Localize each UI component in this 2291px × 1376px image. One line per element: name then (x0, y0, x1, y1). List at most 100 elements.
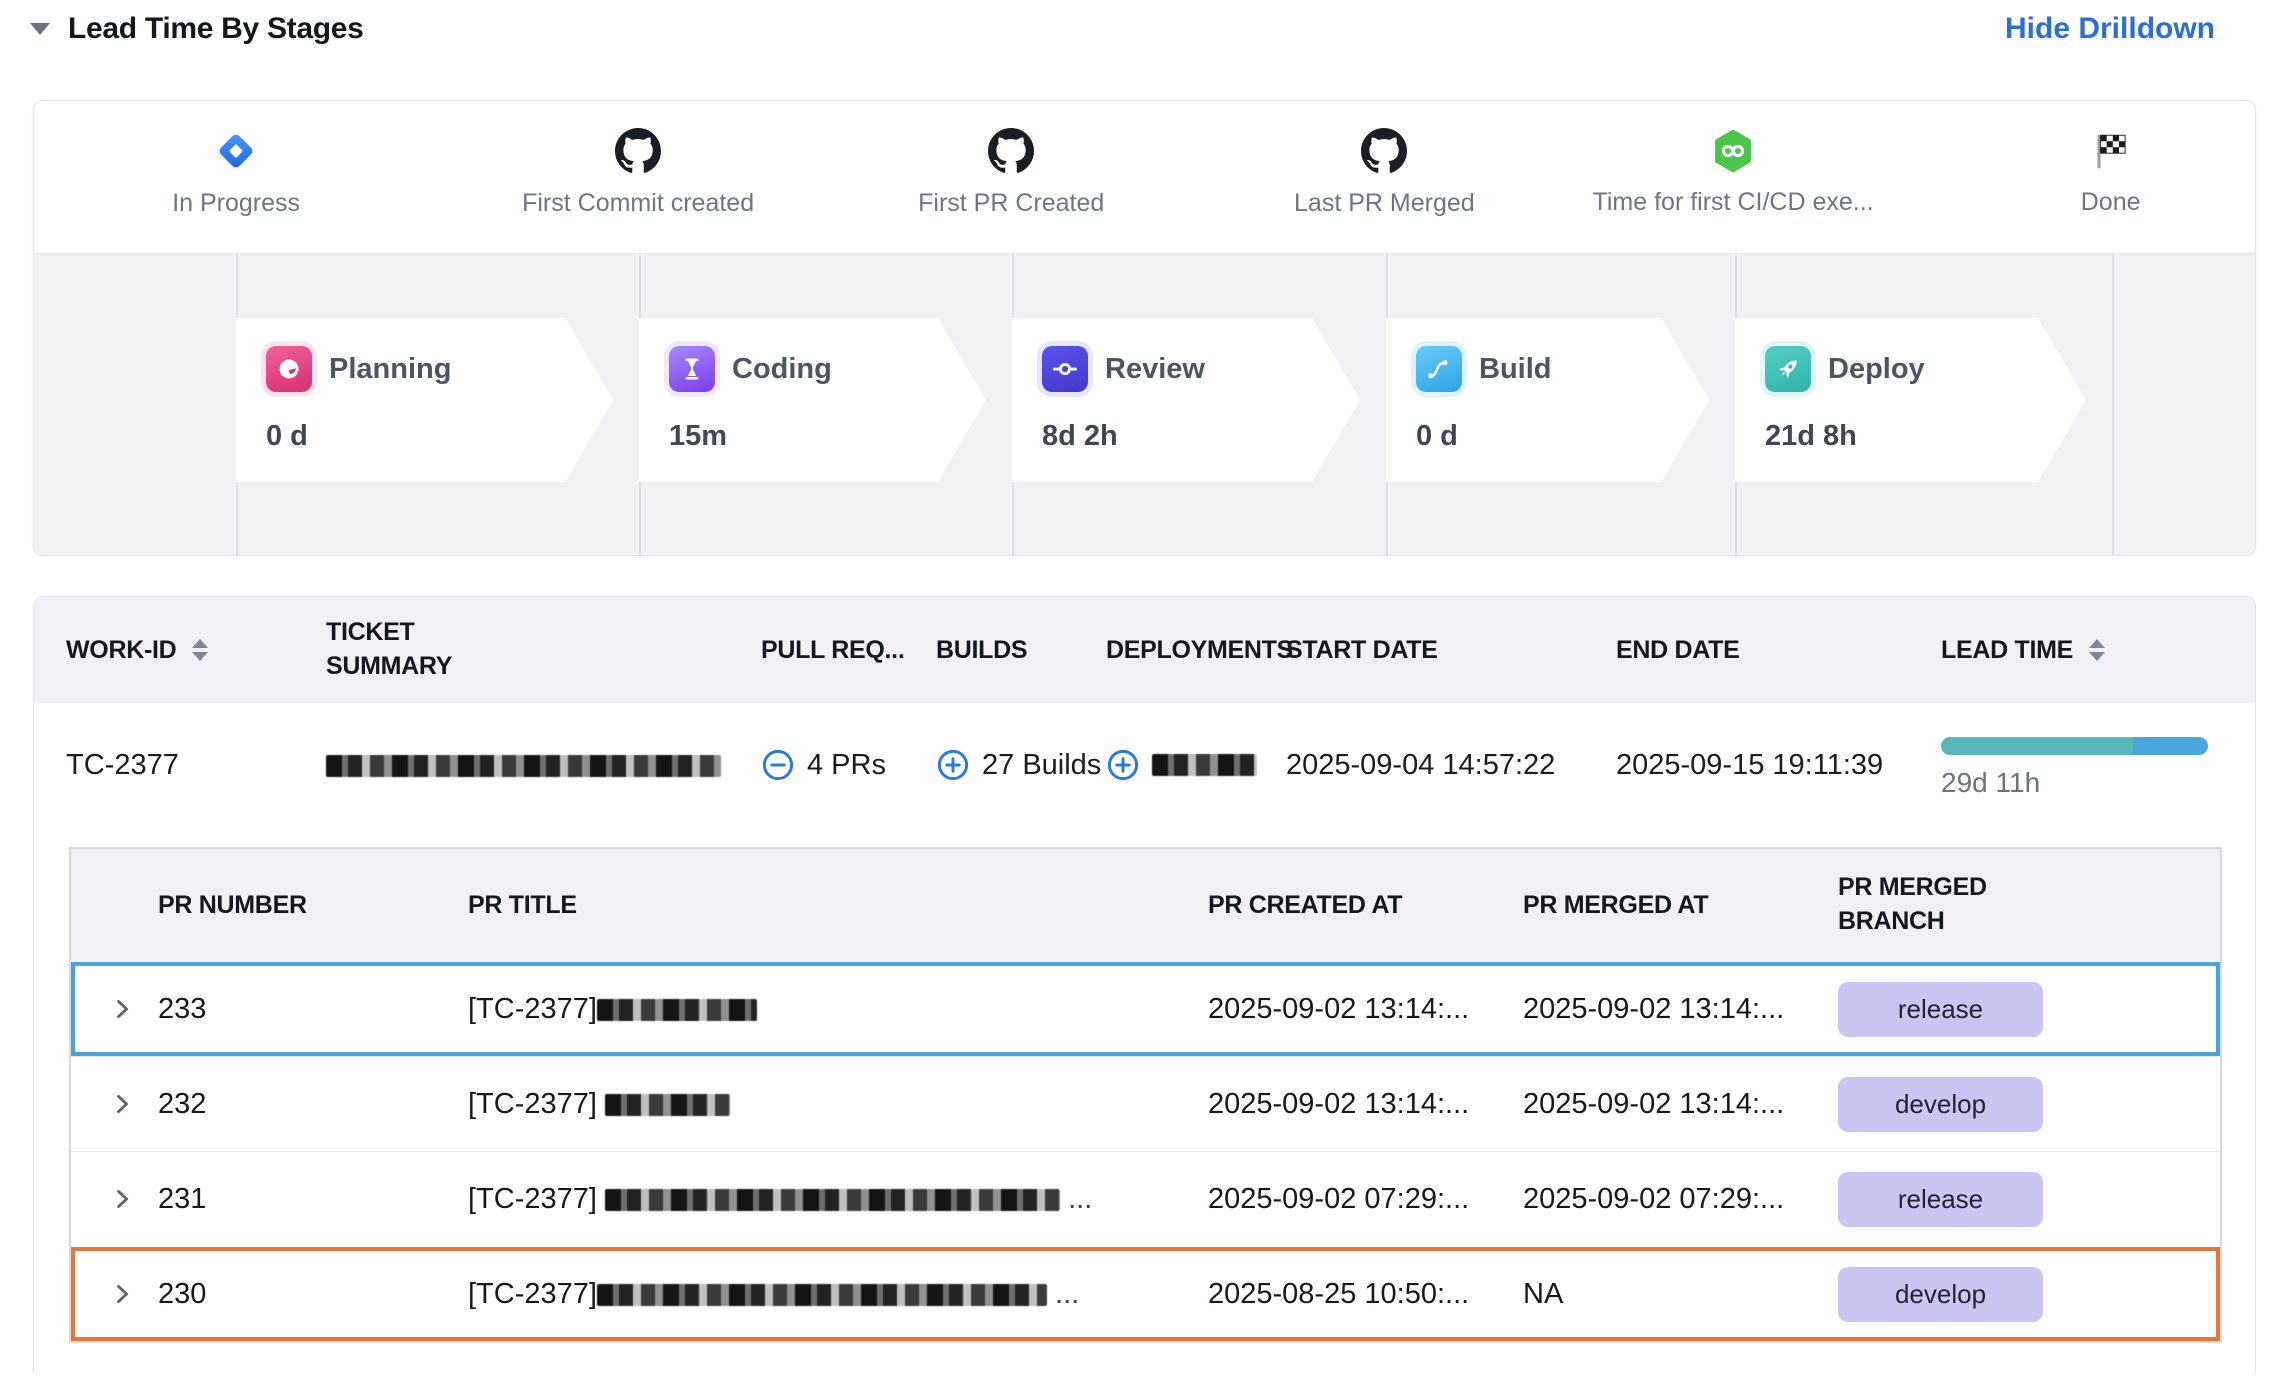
github-icon (988, 125, 1035, 177)
pr-merged-at: 2025-09-02 13:14:... (1523, 1087, 1785, 1120)
milestone-label: Last PR Merged (1294, 189, 1475, 217)
milestone-row: In Progress First Commit created First P… (34, 101, 2255, 253)
column-label: PR MERGED AT (1523, 890, 1709, 919)
column-lead-time: LEAD TIME (1941, 636, 2223, 665)
lead-time-bar (1941, 737, 2208, 755)
pr-created-at: 2025-08-25 10:50:... (1208, 1277, 1470, 1310)
end-date-value: 2025-09-15 19:11:39 (1616, 748, 1884, 781)
planning-icon (266, 346, 312, 392)
cicd-infinity-icon (1711, 125, 1755, 177)
milestone-in-progress: In Progress (56, 125, 416, 218)
milestone-label: Done (2080, 188, 2141, 216)
sort-work-id-button[interactable] (192, 639, 209, 661)
pr-title: [TC-2377] (468, 993, 1208, 1026)
chevron-right-icon[interactable] (108, 1185, 158, 1213)
stage-duration: 15m (669, 420, 728, 452)
expand-builds-icon[interactable] (936, 748, 970, 782)
pr-number: 231 (158, 1182, 207, 1215)
pr-created-at: 2025-09-02 13:14:... (1208, 992, 1470, 1025)
pr-created-at: 2025-09-02 07:29:... (1208, 1182, 1470, 1215)
stage-name: Build (1479, 352, 1552, 385)
work-table-header: WORK-ID TICKET SUMMARY PULL REQ... BUILD… (34, 597, 2255, 703)
column-pr-merged-at: PR MERGED AT (1523, 891, 1838, 920)
pr-title-prefix: [TC-2377] (468, 1087, 597, 1120)
pr-row-232[interactable]: 232 [TC-2377] 2025-09-02 13:14:... 2025-… (71, 1056, 2220, 1151)
column-pull-requests: PULL REQ... (761, 636, 936, 665)
milestone-label: Time for first CI/CD exe... (1592, 188, 1874, 216)
pr-branch-cell: release (1838, 981, 2220, 1037)
stage-planning: Planning 0 d (236, 318, 613, 482)
pr-row-231[interactable]: 231 [TC-2377] ... 2025-09-02 07:29:... 2… (71, 1151, 2220, 1246)
lead-time-value: 29d 11h (1941, 767, 2041, 798)
pr-number: 232 (158, 1087, 207, 1120)
pr-branch-cell: release (1838, 1171, 2220, 1227)
milestone-label: In Progress (172, 189, 301, 217)
pr-row-230[interactable]: 230 [TC-2377] ... 2025-08-25 10:50:... N… (71, 1246, 2220, 1341)
stage-name: Coding (732, 352, 832, 385)
chevron-right-icon[interactable] (108, 1280, 158, 1308)
collapse-prs-icon[interactable] (761, 748, 795, 782)
column-label: START DATE (1286, 635, 1438, 664)
pr-count: 4 PRs (807, 748, 886, 781)
chevron-right-icon[interactable] (108, 1090, 158, 1118)
column-work-id: WORK-ID (66, 636, 326, 665)
stage-coding: Coding 15m (639, 318, 986, 482)
milestone-first-pr: First PR Created (831, 125, 1191, 218)
chevron-right-icon[interactable] (108, 995, 158, 1023)
pr-merged-at: NA (1523, 1277, 1564, 1310)
pr-row-233[interactable]: 233 [TC-2377] 2025-09-02 13:14:... 2025-… (71, 961, 2220, 1056)
hide-drilldown-link[interactable]: Hide Drilldown (2005, 12, 2215, 45)
milestone-label: First PR Created (918, 189, 1105, 217)
pr-title-prefix: [TC-2377] (468, 1182, 597, 1215)
milestone-last-pr-merged: Last PR Merged (1204, 125, 1564, 218)
column-pr-title: PR TITLE (468, 891, 1208, 920)
section-header: Lead Time By Stages Hide Drilldown (30, 12, 2215, 46)
milestone-done: Done (1931, 125, 2291, 217)
stage-duration-area: Planning 0 d Coding 15m Revi (34, 253, 2255, 555)
column-pr-created-at: PR CREATED AT (1208, 891, 1523, 920)
stage-divider (2112, 254, 2114, 555)
git-commit-icon (1042, 346, 1088, 392)
pr-title-suffix: ... (1055, 1277, 1080, 1310)
stage-name: Planning (329, 352, 452, 385)
pr-title: [TC-2377] (468, 1088, 1208, 1121)
pr-title-prefix: [TC-2377] (468, 992, 597, 1025)
column-builds: BUILDS (936, 636, 1106, 665)
column-pr-merged-branch: PR MERGED BRANCH (1838, 871, 2220, 939)
pr-created-at: 2025-09-02 13:14:... (1208, 1087, 1470, 1120)
branch-badge: develop (1838, 1266, 2043, 1322)
rocket-icon (1765, 346, 1811, 392)
column-label: PR TITLE (468, 890, 577, 919)
builds-cell: 27 Builds (936, 748, 1106, 782)
lead-time-bar-segment-blue (2133, 737, 2208, 755)
drilldown-table-panel: WORK-ID TICKET SUMMARY PULL REQ... BUILD… (33, 596, 2256, 1374)
column-label: WORK-ID (66, 635, 177, 664)
deployments-cell (1106, 748, 1286, 782)
deployments-redacted (1152, 754, 1257, 776)
pr-table-panel: PR NUMBER PR TITLE PR CREATED AT PR MERG… (69, 847, 2222, 1343)
builds-count: 27 Builds (982, 748, 1102, 781)
pr-merged-at: 2025-09-02 13:14:... (1523, 992, 1785, 1025)
pr-merged-at: 2025-09-02 07:29:... (1523, 1182, 1785, 1215)
column-label: BUILDS (936, 635, 1028, 664)
column-label: PR MERGED BRANCH (1838, 873, 1987, 935)
work-item-row[interactable]: TC-2377 4 PRs 27 Builds 2025-09-0 (34, 703, 2255, 827)
pipeline-curve-icon (1416, 346, 1462, 392)
sort-lead-time-button[interactable] (2089, 639, 2106, 661)
column-label: DEPLOYMENTS (1106, 635, 1293, 664)
milestone-label: First Commit created (522, 189, 755, 217)
column-label: LEAD TIME (1941, 635, 2074, 664)
pr-title: [TC-2377] ... (468, 1183, 1208, 1216)
stages-panel: In Progress First Commit created First P… (33, 100, 2256, 556)
branch-badge: develop (1838, 1076, 2043, 1132)
collapse-triangle-icon[interactable] (30, 23, 50, 35)
stage-deploy: Deploy 21d 8h (1735, 318, 2086, 482)
column-label: PR CREATED AT (1208, 890, 1403, 919)
milestone-cicd: Time for first CI/CD exe... (1553, 125, 1913, 217)
page-title: Lead Time By Stages (68, 12, 364, 45)
pr-title-prefix: [TC-2377] (468, 1277, 597, 1310)
stage-name: Deploy (1828, 352, 1925, 385)
expand-deployments-icon[interactable] (1106, 748, 1140, 782)
column-label: END DATE (1616, 635, 1740, 664)
